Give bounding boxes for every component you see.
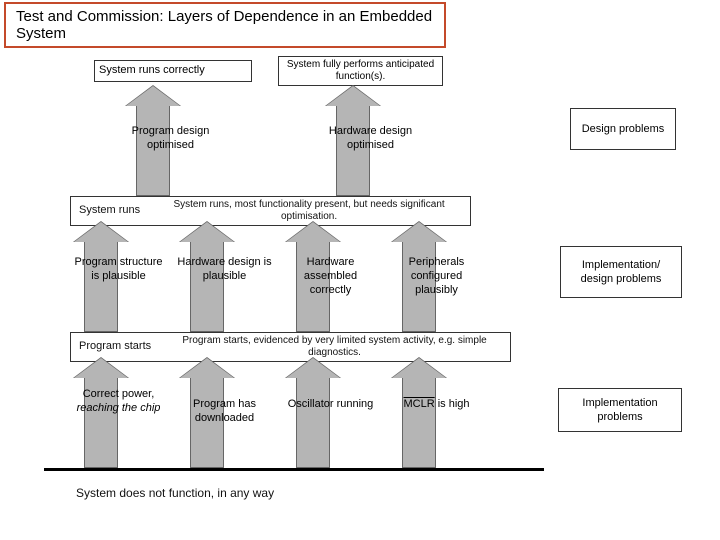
reason-mclr-overline: MCLR xyxy=(403,398,434,410)
up-arrow-icon xyxy=(392,358,446,468)
reason-hardware-design-optimised: Hardware design optimised xyxy=(323,125,418,153)
layer-program-starts-label: Program starts xyxy=(71,336,159,358)
reason-program-design-optimised: Program design optimised xyxy=(123,125,218,153)
layer-system-runs-label: System runs xyxy=(71,200,148,222)
side-box-design-problems: Design problems xyxy=(570,108,676,150)
reason-oscillator-running: Oscillator running xyxy=(283,398,378,412)
reason-correct-power-pre: Correct power, xyxy=(83,388,155,400)
top-right-box: System fully performs anticipated functi… xyxy=(278,56,443,86)
reason-mclr-post: is high xyxy=(435,398,470,410)
reason-peripherals-configured: Peripherals configured plausibly xyxy=(389,256,484,297)
up-arrow-icon xyxy=(286,358,340,468)
reason-hardware-design-plausible: Hardware design is plausible xyxy=(177,256,272,284)
top-left-box: System runs correctly xyxy=(94,60,252,82)
reason-program-structure: Program structure is plausible xyxy=(71,256,166,284)
top-right-label: System fully performs anticipated functi… xyxy=(283,59,438,83)
baseline xyxy=(44,468,544,471)
bottom-caption: System does not function, in any way xyxy=(76,486,274,500)
side-box-impl-design-problems: Implementation/ design problems xyxy=(560,246,682,298)
top-left-label: System runs correctly xyxy=(99,64,205,77)
reason-program-downloaded: Program has downloaded xyxy=(177,398,272,426)
reason-correct-power-em: reaching the chip xyxy=(77,402,161,414)
reason-hardware-assembled: Hardware assembled correctly xyxy=(283,256,378,297)
page-title: Test and Commission: Layers of Dependenc… xyxy=(4,2,446,48)
reason-mclr-high: MCLR is high xyxy=(389,398,484,412)
side-box-impl-problems: Implementation problems xyxy=(558,388,682,432)
reason-correct-power: Correct power, reaching the chip xyxy=(71,388,166,416)
